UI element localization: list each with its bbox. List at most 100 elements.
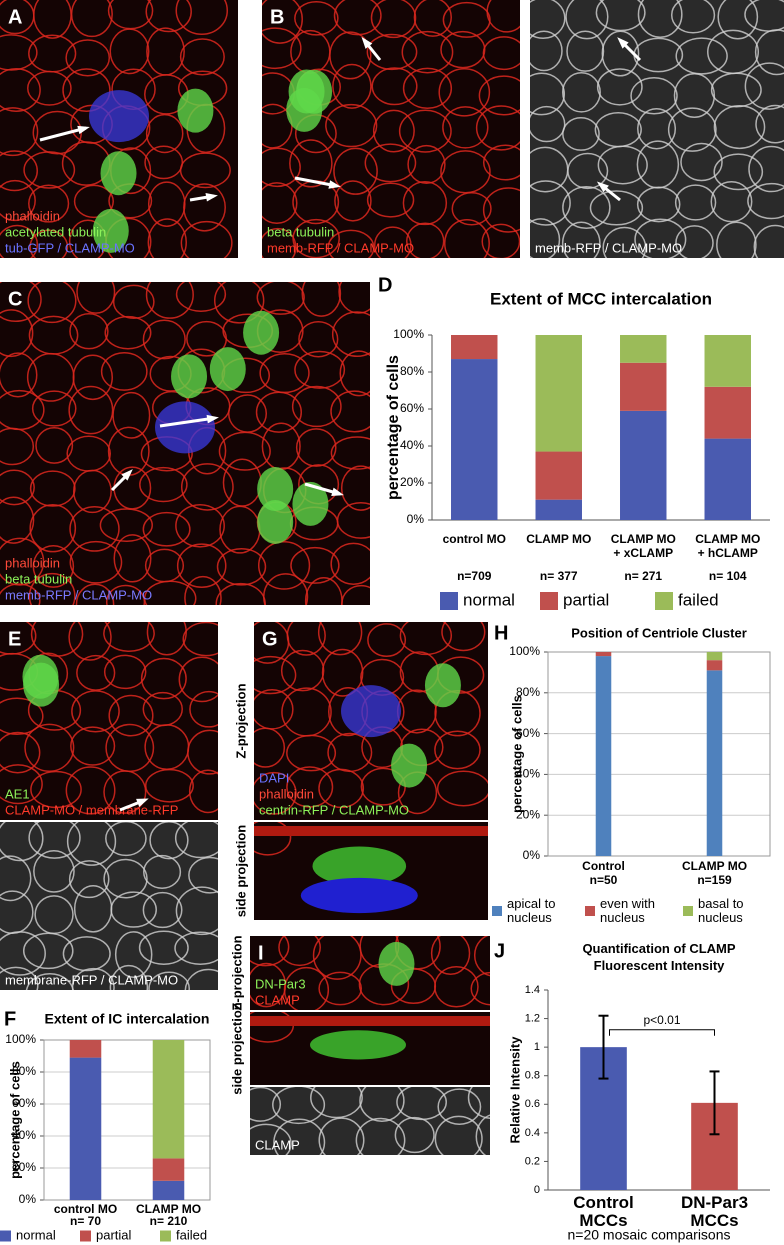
x-tick-label: control MO <box>54 1202 117 1216</box>
cell-outline <box>27 282 77 324</box>
chart-letter: J <box>494 940 505 962</box>
y-tick-label: 20% <box>516 807 540 821</box>
cell-outline <box>262 0 303 44</box>
bar-segment <box>152 1158 185 1181</box>
side-label: side projection <box>233 825 248 918</box>
y-tick-label: 80% <box>400 364 424 378</box>
cell-outline <box>406 222 445 258</box>
cell-outline <box>254 655 297 695</box>
cell-outline <box>28 822 81 859</box>
y-tick-label: 1.2 <box>525 1012 540 1024</box>
cell-outline <box>138 930 189 965</box>
cell-outline <box>318 1117 365 1155</box>
cell-outline <box>332 63 372 109</box>
panel-label: CLAMP <box>255 1137 300 1152</box>
cell-outline <box>65 766 116 815</box>
chart-title: Position of Centriole Cluster <box>571 625 747 640</box>
cell-outline <box>0 352 38 398</box>
ciliated-cell <box>257 499 294 544</box>
cell-outline <box>636 186 681 223</box>
y-tick-label: 0 <box>534 1184 540 1196</box>
legend-swatch <box>0 1230 11 1242</box>
cell-outline <box>108 694 154 737</box>
panel-letter: B <box>270 6 284 28</box>
cell-outline <box>254 822 292 856</box>
cell-outline <box>367 623 407 657</box>
cell-outline <box>143 854 182 889</box>
panel-label: tub-GFP / CLAMP-MO <box>5 240 135 255</box>
cell-outline <box>286 622 326 656</box>
n-label: n=50 <box>590 873 618 887</box>
legend-swatch <box>683 906 693 916</box>
n-label: n= 104 <box>709 569 747 583</box>
cell-outline <box>28 572 76 605</box>
ciliated-cell <box>391 743 428 788</box>
image-content <box>254 822 488 920</box>
cell-outline <box>213 282 265 324</box>
cell-outline <box>100 351 148 391</box>
bar-segment <box>620 410 667 520</box>
cell-outline <box>147 218 187 258</box>
arrow-head <box>361 36 373 49</box>
cell-outline <box>298 320 339 358</box>
arrow-head <box>206 414 219 424</box>
cell-outline <box>565 0 609 40</box>
cell-outline <box>434 730 481 770</box>
cell-outline <box>72 354 113 401</box>
chart-title: Quantification of CLAMP Fluorescent Inten… <box>582 941 735 973</box>
cell-outline <box>675 37 728 75</box>
cell-outline <box>76 282 116 314</box>
cell-outline <box>180 220 233 258</box>
image-content <box>262 0 520 258</box>
cell-outline <box>113 534 152 583</box>
cell-outline <box>112 284 155 320</box>
cell-outline <box>145 282 194 319</box>
cell-outline <box>318 768 365 809</box>
cell-outline <box>290 546 340 584</box>
cell-outline <box>216 547 267 586</box>
cell-outline <box>29 229 69 258</box>
cell-outline <box>140 657 187 700</box>
cell-outline <box>359 1087 405 1122</box>
cell-outline <box>334 180 372 222</box>
cell-outline <box>188 769 218 814</box>
cell-outline <box>263 573 309 605</box>
y-tick-label: 0% <box>523 848 541 862</box>
cell-outline <box>73 184 114 219</box>
nucleus <box>341 685 401 738</box>
image-content <box>0 282 370 605</box>
arrow-head <box>136 798 149 807</box>
panel-label: phalloidin <box>259 786 314 801</box>
cell-outline <box>103 770 147 814</box>
cell-outline <box>144 768 194 803</box>
cell-outline <box>109 964 149 990</box>
image-panel <box>250 936 490 1010</box>
cell-outline <box>30 770 82 809</box>
cell-outline <box>254 727 286 768</box>
cell-outline <box>399 622 453 656</box>
cell-outline <box>318 971 363 1006</box>
cell-outline <box>72 469 112 514</box>
y-tick-label: 1.4 <box>525 984 540 996</box>
cell-outline <box>174 931 218 965</box>
cell-outline <box>670 0 716 34</box>
panel-label: memb-RFP / CLAMP-MO <box>5 587 152 602</box>
membrane-band <box>254 826 488 836</box>
x-tick-label: CLAMP MO + hCLAMP <box>695 532 760 560</box>
y-tick-label: 100% <box>5 1032 36 1046</box>
cell-outline <box>0 537 45 586</box>
image-content <box>530 0 784 258</box>
y-tick-label: 100% <box>509 644 540 658</box>
image-panel <box>0 822 218 990</box>
image-panel <box>254 822 488 920</box>
cell-outline <box>27 70 72 106</box>
cell-outline <box>333 147 378 195</box>
image-content <box>250 1087 490 1155</box>
cell-outline <box>286 766 334 808</box>
cell-outline <box>280 649 325 692</box>
cell-outline <box>442 1 491 38</box>
cell-outline <box>637 108 677 150</box>
image-panel <box>0 282 370 605</box>
cell-outline <box>71 967 115 990</box>
